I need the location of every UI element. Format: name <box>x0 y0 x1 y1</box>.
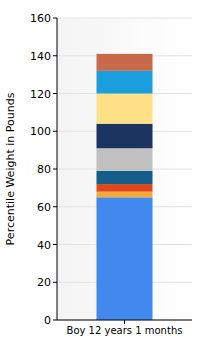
y-axis <box>57 18 58 320</box>
tick-mark <box>53 131 57 132</box>
y-tick-label: 140 <box>30 50 51 63</box>
tick-mark <box>53 169 57 170</box>
bars <box>97 54 153 320</box>
grid-line <box>57 320 192 321</box>
bar-segment <box>97 94 153 124</box>
y-tick-label: 0 <box>44 314 51 327</box>
y-tick-label: 40 <box>37 239 51 252</box>
chart-container: 0 20 40 60 80 100 120 140 160 Boy 12 years 1 mont… <box>0 0 200 350</box>
tick-mark <box>53 320 57 321</box>
bar-segment <box>97 171 153 184</box>
bar-segment <box>97 71 153 94</box>
tick-mark <box>53 206 57 207</box>
y-tick-label: 20 <box>37 276 51 289</box>
tick-mark <box>53 93 57 94</box>
y-tick-label: 60 <box>37 201 51 214</box>
x-axis <box>57 320 192 321</box>
y-tick-label: 100 <box>30 125 51 138</box>
plot-area <box>57 18 192 320</box>
bar-segment <box>97 192 153 198</box>
chart-svg: 0 20 40 60 80 100 120 140 160 Boy 12 years 1 mont… <box>0 0 200 350</box>
y-axis-label: Percentile Weight in Pounds <box>4 92 17 245</box>
bar-segment <box>97 124 153 149</box>
bar-segment <box>97 197 153 320</box>
grid-line <box>57 18 192 19</box>
background <box>0 0 200 350</box>
x-tick-mark <box>124 320 125 324</box>
tick-mark <box>53 244 57 245</box>
y-tick-label: 80 <box>37 163 51 176</box>
tick-mark <box>53 18 57 19</box>
y-tick-label: 120 <box>30 88 51 101</box>
x-tick-label: Boy 12 years 1 months <box>67 325 183 336</box>
tick-mark <box>53 282 57 283</box>
bar-segment <box>97 184 153 192</box>
bar-segment <box>97 148 153 171</box>
y-tick-label: 160 <box>30 12 51 25</box>
bar-segment <box>97 54 153 71</box>
tick-mark <box>53 55 57 56</box>
